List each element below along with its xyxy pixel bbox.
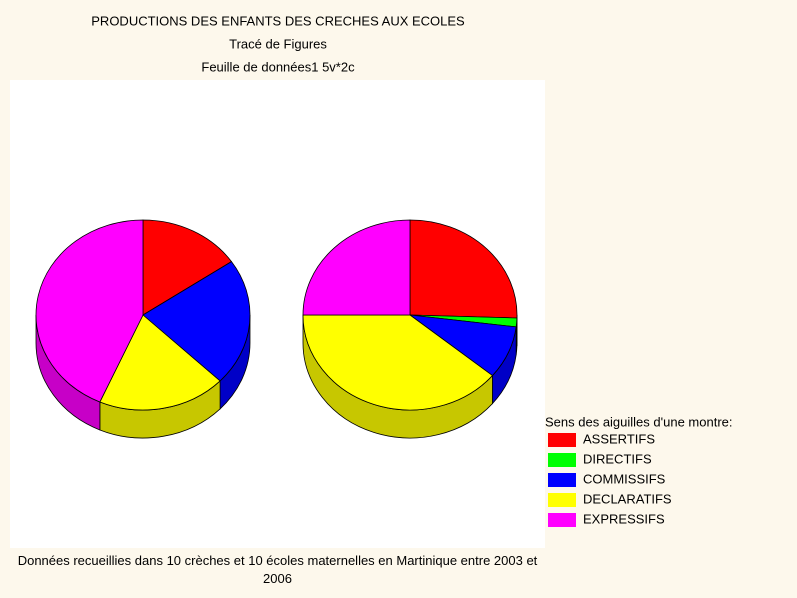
slice [302, 219, 411, 316]
slice [99, 314, 221, 411]
legend-label: DIRECTIFS [583, 451, 652, 466]
legend-label: EXPRESSIFS [583, 511, 665, 526]
legend-label: COMMISSIFS [583, 471, 666, 486]
legend-label: DECLARATIFS [583, 491, 672, 506]
slice [142, 261, 251, 382]
chart-subtitle: Feuille de données1 5v*2c [201, 59, 355, 74]
legend-swatch [548, 473, 576, 487]
slice [35, 219, 144, 403]
legend-swatch [548, 513, 576, 527]
legend-swatch [548, 433, 576, 447]
slice [409, 219, 518, 319]
legend-label: ASSERTIFS [583, 431, 655, 446]
chart-title: PRODUCTIONS DES ENFANTS DES CRECHES AUX … [91, 13, 465, 28]
footnote: Données recueillies dans 10 crèches et 1… [17, 553, 538, 586]
slice [142, 219, 233, 316]
chart-subtitle: Tracé de Figures [229, 36, 327, 51]
legend-swatch [548, 493, 576, 507]
legend-swatch [548, 453, 576, 467]
legend-title: Sens des aiguilles d'une montre: [545, 414, 732, 429]
slice [302, 314, 494, 411]
